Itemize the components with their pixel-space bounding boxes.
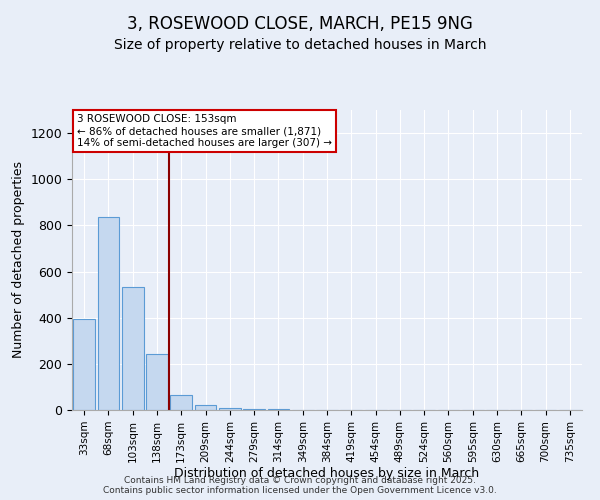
Bar	[219, 408, 241, 410]
Y-axis label: Number of detached properties: Number of detached properties	[12, 162, 25, 358]
Bar	[146, 354, 168, 410]
Bar	[243, 409, 265, 410]
Bar	[97, 218, 119, 410]
Bar	[170, 395, 192, 410]
X-axis label: Distribution of detached houses by size in March: Distribution of detached houses by size …	[175, 468, 479, 480]
Bar	[73, 319, 95, 410]
Bar	[194, 406, 217, 410]
Bar	[122, 286, 143, 410]
Text: 3, ROSEWOOD CLOSE, MARCH, PE15 9NG: 3, ROSEWOOD CLOSE, MARCH, PE15 9NG	[127, 15, 473, 33]
Text: Size of property relative to detached houses in March: Size of property relative to detached ho…	[114, 38, 486, 52]
Text: 3 ROSEWOOD CLOSE: 153sqm
← 86% of detached houses are smaller (1,871)
14% of sem: 3 ROSEWOOD CLOSE: 153sqm ← 86% of detach…	[77, 114, 332, 148]
Text: Contains HM Land Registry data © Crown copyright and database right 2025.
Contai: Contains HM Land Registry data © Crown c…	[103, 476, 497, 495]
